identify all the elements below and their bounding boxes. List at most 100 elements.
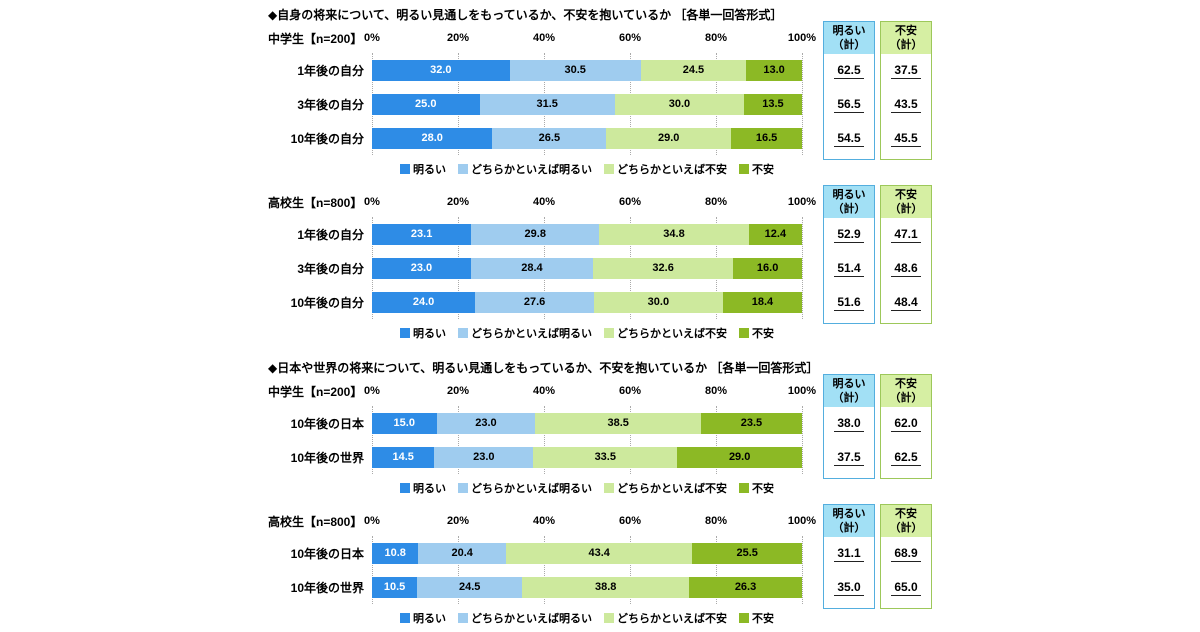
summary-value-text: 38.0: [834, 416, 864, 432]
summary-value-text: 48.4: [891, 295, 921, 311]
bar-segment: 14.5: [372, 446, 435, 468]
legend-label: 明るい: [413, 164, 446, 176]
axis-tick-label: 60%: [618, 515, 642, 527]
legend-item: 明るい: [400, 480, 446, 496]
legend-item: どちらかといえば明るい: [458, 480, 592, 496]
summary-value: 54.5: [824, 122, 874, 156]
bar-segment: 26.3: [689, 576, 803, 598]
gridline: [372, 536, 373, 604]
gridline: [630, 406, 631, 474]
group-label: 中学生【n=200】: [268, 32, 363, 46]
chart-title: ◆日本や世界の将来について、明るい見通しをもっているか、不安を抱いているか ［各…: [268, 361, 819, 375]
legend: 明るい どちらかといえば明るい どちらかといえば不安 不安: [372, 604, 802, 632]
gridline: [802, 406, 803, 474]
bar-row-label: 1年後の自分: [297, 227, 364, 242]
gridline: [716, 536, 717, 604]
survey-charts-container: ◆自身の将来について、明るい見通しをもっているか、不安を抱いているか ［各単一回…: [268, 0, 932, 632]
summary-value-text: 62.5: [891, 450, 921, 466]
bar-segment: 30.5: [509, 59, 641, 81]
legend-swatch: [604, 328, 614, 338]
summary-value: 37.5: [881, 54, 931, 88]
bar-segment: 23.1: [372, 223, 472, 245]
bar-segment: 26.5: [492, 127, 607, 149]
bar-row-label: 3年後の自分: [297, 97, 364, 112]
axis-tick-label: 20%: [446, 196, 470, 208]
bar-row-label: 10年後の世界: [290, 450, 364, 465]
x-axis: 0% 20% 40% 60% 80% 100%: [364, 380, 816, 406]
axis-tick-label: 80%: [704, 515, 728, 527]
axis-tick-label: 0%: [364, 385, 380, 397]
summary-value: 35.0: [824, 571, 874, 605]
axis-tick-label: 40%: [532, 32, 556, 44]
x-axis: 0% 20% 40% 60% 80% 100%: [364, 510, 816, 536]
legend-swatch: [458, 483, 468, 493]
group-label: 中学生【n=200】: [268, 385, 363, 399]
legend-label: 不安: [752, 164, 774, 176]
legend-item: 明るい: [400, 325, 446, 341]
chart-group: 中学生【n=200】 10年後の日本 10年後の世界 0% 20% 40% 60% 80% 10…: [268, 374, 932, 502]
bar-row: 10.8 20.4 43.4 25.5: [372, 536, 802, 570]
stacked-bar: 28.0 26.5 29.0 16.5: [372, 127, 803, 149]
bar-segment: 24.5: [640, 59, 747, 81]
axis-tick-label: 20%: [446, 32, 470, 44]
summary-value: 62.5: [824, 54, 874, 88]
legend-swatch: [604, 483, 614, 493]
summary-column-anxious: 不安 （計） 68.9 65.0: [880, 504, 932, 609]
chart-group: 高校生【n=800】 10年後の日本 10年後の世界 0% 20% 40% 60% 80% 10…: [268, 504, 932, 632]
summary-value-text: 52.9: [834, 227, 864, 243]
summary-column-anxious: 不安 （計） 37.5 43.5 45.5: [880, 21, 932, 160]
summary-value: 37.5: [824, 441, 874, 475]
summary-value: 51.4: [824, 252, 874, 286]
bar-segment: 23.0: [436, 412, 536, 434]
legend-swatch: [739, 328, 749, 338]
legend-label: どちらかといえば明るい: [471, 613, 592, 625]
axis-tick-label: 0%: [364, 32, 380, 44]
legend-item: どちらかといえば明るい: [458, 610, 592, 626]
summary-value-text: 37.5: [891, 63, 921, 79]
group-label: 高校生【n=800】: [268, 196, 363, 210]
gridline: [802, 217, 803, 319]
bar-segment: 18.4: [722, 291, 803, 313]
legend-item: どちらかといえば不安: [604, 480, 727, 496]
bar-segment: 29.0: [606, 127, 732, 149]
legend-label: どちらかといえば明るい: [471, 164, 592, 176]
legend-label: 不安: [752, 613, 774, 625]
legend-swatch: [458, 328, 468, 338]
summary-header-anxious: 不安 （計）: [881, 186, 931, 218]
legend-swatch: [739, 483, 749, 493]
plot-column: 0% 20% 40% 60% 80% 100% 10.8 20.4 43.4 25.5 10.5 24…: [364, 510, 816, 632]
summary-value-text: 51.6: [834, 295, 864, 311]
legend-item: どちらかといえば明るい: [458, 161, 592, 177]
summary-header-bright: 明るい （計）: [824, 22, 874, 54]
axis-tick-label: 0%: [364, 515, 380, 527]
bar-segment: 25.0: [372, 93, 480, 115]
bar-segment: 30.0: [593, 291, 723, 313]
legend-label: どちらかといえば明るい: [471, 483, 592, 495]
bar-segment: 29.0: [677, 446, 802, 468]
bar-segment: 28.0: [372, 127, 493, 149]
bar-row-label: 10年後の日本: [290, 546, 364, 561]
bar-row: 28.0 26.5 29.0 16.5: [372, 121, 803, 155]
bar-row-label: 1年後の自分: [297, 63, 364, 78]
summary-header-bright: 明るい （計）: [824, 186, 874, 218]
bar-segment: 10.5: [372, 576, 418, 598]
summary-column-anxious: 不安 （計） 47.1 48.6 48.4: [880, 185, 932, 324]
axis-tick-label: 40%: [532, 515, 556, 527]
legend-swatch: [739, 613, 749, 623]
legend-swatch: [400, 164, 410, 174]
legend-swatch: [739, 164, 749, 174]
stacked-bar: 25.0 31.5 30.0 13.5: [372, 93, 802, 115]
bar-segment: 12.4: [748, 223, 802, 245]
bar-segment: 43.4: [506, 542, 693, 564]
summary-header-anxious: 不安 （計）: [881, 22, 931, 54]
bar-segment: 24.0: [372, 291, 476, 313]
summary-value: 51.6: [824, 286, 874, 320]
axis-tick-label: 100%: [787, 32, 817, 44]
bar-segment: 31.5: [479, 93, 615, 115]
x-axis: 0% 20% 40% 60% 80% 100%: [364, 191, 816, 217]
bar-row: 23.0 28.4 32.6 16.0: [372, 251, 803, 285]
plot-area: 32.0 30.5 24.5 13.0 25.0 31.5 30.0 13.5 28.0 26.5…: [372, 53, 803, 155]
legend-swatch: [400, 613, 410, 623]
summary-value-text: 65.0: [891, 580, 921, 596]
x-axis: 0% 20% 40% 60% 80% 100%: [364, 27, 816, 53]
